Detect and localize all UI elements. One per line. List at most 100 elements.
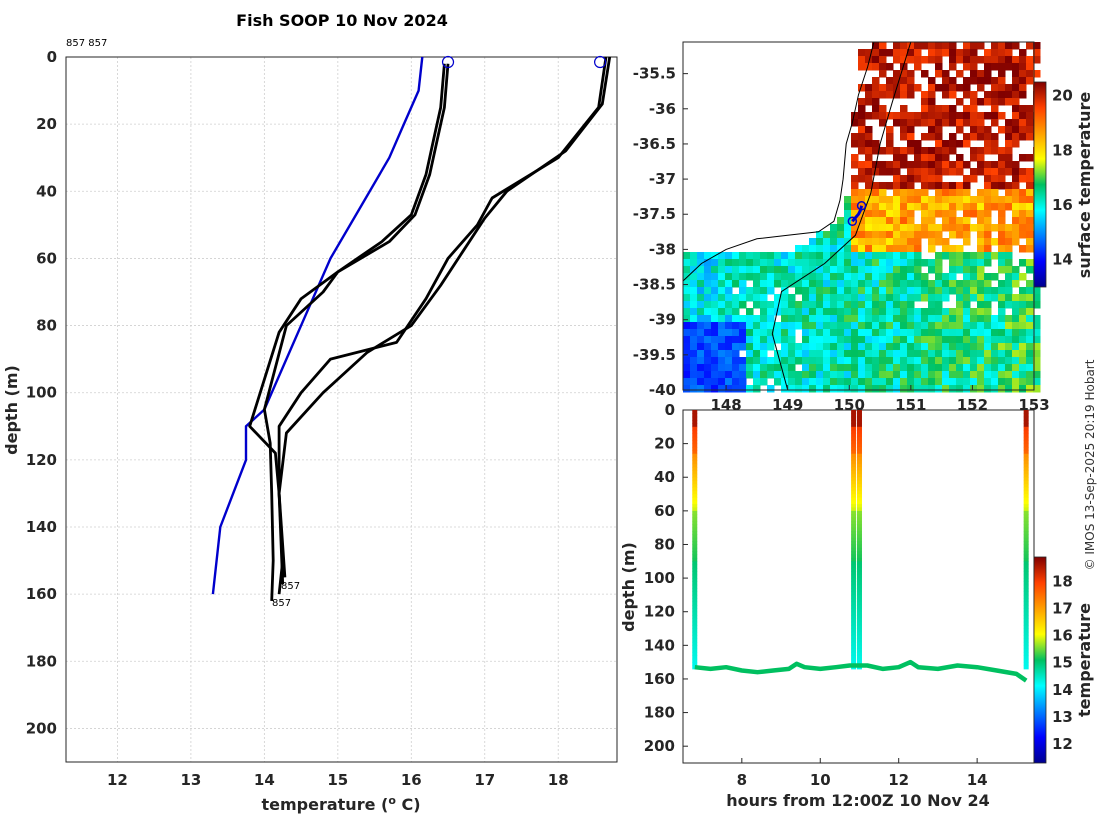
sst-cell bbox=[872, 245, 880, 253]
sst-cell bbox=[998, 91, 1006, 99]
sst-cell bbox=[865, 280, 873, 288]
sst-cell bbox=[788, 350, 796, 358]
sst-cell bbox=[907, 273, 915, 281]
sst-cell bbox=[963, 161, 971, 169]
sst-cell bbox=[1019, 224, 1027, 232]
sst-cell bbox=[928, 154, 936, 162]
sst-cell bbox=[963, 252, 971, 260]
cast-point bbox=[1023, 598, 1029, 603]
sst-cell bbox=[928, 91, 936, 99]
sst-cell bbox=[858, 147, 866, 155]
map-ytick: -39.5 bbox=[633, 346, 676, 364]
sst-cell bbox=[830, 364, 838, 372]
sst-cell bbox=[970, 168, 978, 176]
sst-cell bbox=[1026, 308, 1034, 316]
cast-point bbox=[856, 568, 862, 572]
sst-cell bbox=[886, 301, 894, 309]
sst-cell bbox=[977, 329, 985, 337]
sst-cell bbox=[851, 350, 859, 358]
sst-cell bbox=[1019, 385, 1027, 393]
cast-point bbox=[692, 480, 698, 485]
cast-point bbox=[851, 490, 857, 495]
sst-cell bbox=[991, 161, 999, 169]
cast-point bbox=[1023, 584, 1029, 589]
sst-cell bbox=[732, 329, 740, 337]
cast-point bbox=[1023, 581, 1029, 586]
sst-cell bbox=[872, 189, 880, 197]
profile-ytick: 20 bbox=[36, 115, 57, 133]
sst-cell bbox=[690, 357, 698, 365]
sst-cell bbox=[921, 189, 929, 197]
sst-cell bbox=[928, 336, 936, 344]
sst-cell bbox=[907, 84, 915, 92]
cast-point bbox=[856, 500, 862, 505]
sst-cell bbox=[858, 119, 866, 127]
sst-cell bbox=[970, 126, 978, 134]
sst-cell bbox=[998, 259, 1006, 267]
sst-cell bbox=[872, 63, 880, 71]
sst-cell bbox=[683, 308, 691, 316]
cast-point bbox=[1023, 578, 1029, 582]
sst-cell bbox=[781, 322, 789, 330]
sst-cell bbox=[935, 112, 943, 120]
cast-point bbox=[856, 638, 862, 643]
sst-cell bbox=[865, 252, 873, 260]
sst-cell bbox=[753, 378, 761, 386]
sst-cell bbox=[1005, 126, 1013, 134]
cast-point bbox=[851, 507, 857, 512]
sst-cell bbox=[844, 378, 852, 386]
sst-cell bbox=[921, 308, 929, 316]
sst-cell bbox=[760, 273, 768, 281]
cast-point bbox=[851, 524, 857, 529]
sst-cell bbox=[795, 385, 803, 393]
sst-cell bbox=[1005, 266, 1013, 274]
sst-cell bbox=[823, 350, 831, 358]
cast-point bbox=[1023, 467, 1029, 472]
sst-cell bbox=[907, 294, 915, 302]
sst-cell bbox=[900, 259, 908, 267]
sst-cell bbox=[956, 189, 964, 197]
sst-cell bbox=[949, 378, 957, 386]
sst-cell bbox=[977, 245, 985, 253]
sst-cell bbox=[1005, 133, 1013, 141]
sst-cell bbox=[984, 329, 992, 337]
cast-point bbox=[692, 514, 698, 519]
cast-point bbox=[856, 443, 862, 448]
sst-cell bbox=[935, 371, 943, 379]
profile-series-climatology bbox=[211, 56, 424, 595]
sst-cell bbox=[928, 196, 936, 204]
cast-point bbox=[851, 635, 857, 640]
sst-cell bbox=[739, 378, 747, 386]
sst-cell bbox=[697, 357, 705, 365]
sst-cell bbox=[935, 189, 943, 197]
cast-point bbox=[692, 655, 698, 660]
sst-cell bbox=[893, 329, 901, 337]
sst-cell bbox=[1019, 119, 1027, 127]
sst-cell bbox=[900, 350, 908, 358]
sst-cell bbox=[991, 357, 999, 365]
sst-cell bbox=[865, 203, 873, 211]
section-ytick: 120 bbox=[644, 603, 675, 621]
sst-cell bbox=[879, 182, 887, 190]
sst-cell bbox=[1033, 56, 1041, 64]
sst-cell bbox=[907, 287, 915, 295]
sst-cell bbox=[914, 119, 922, 127]
sst-cell bbox=[732, 266, 740, 274]
cast-point bbox=[851, 638, 857, 643]
sst-cell bbox=[963, 238, 971, 246]
sst-cell bbox=[858, 175, 866, 183]
sst-cell bbox=[963, 329, 971, 337]
cast-point bbox=[856, 631, 862, 636]
sst-cell bbox=[893, 371, 901, 379]
sst-cell bbox=[1026, 77, 1034, 85]
sst-cell bbox=[879, 224, 887, 232]
sst-cell bbox=[865, 182, 873, 190]
sst-cell bbox=[1019, 84, 1027, 92]
sst-cell bbox=[1026, 42, 1034, 50]
cast-point bbox=[1023, 527, 1029, 532]
sst-cell bbox=[928, 119, 936, 127]
sst-cell bbox=[1005, 343, 1013, 351]
sst-cell bbox=[984, 273, 992, 281]
cast-point bbox=[692, 628, 698, 633]
